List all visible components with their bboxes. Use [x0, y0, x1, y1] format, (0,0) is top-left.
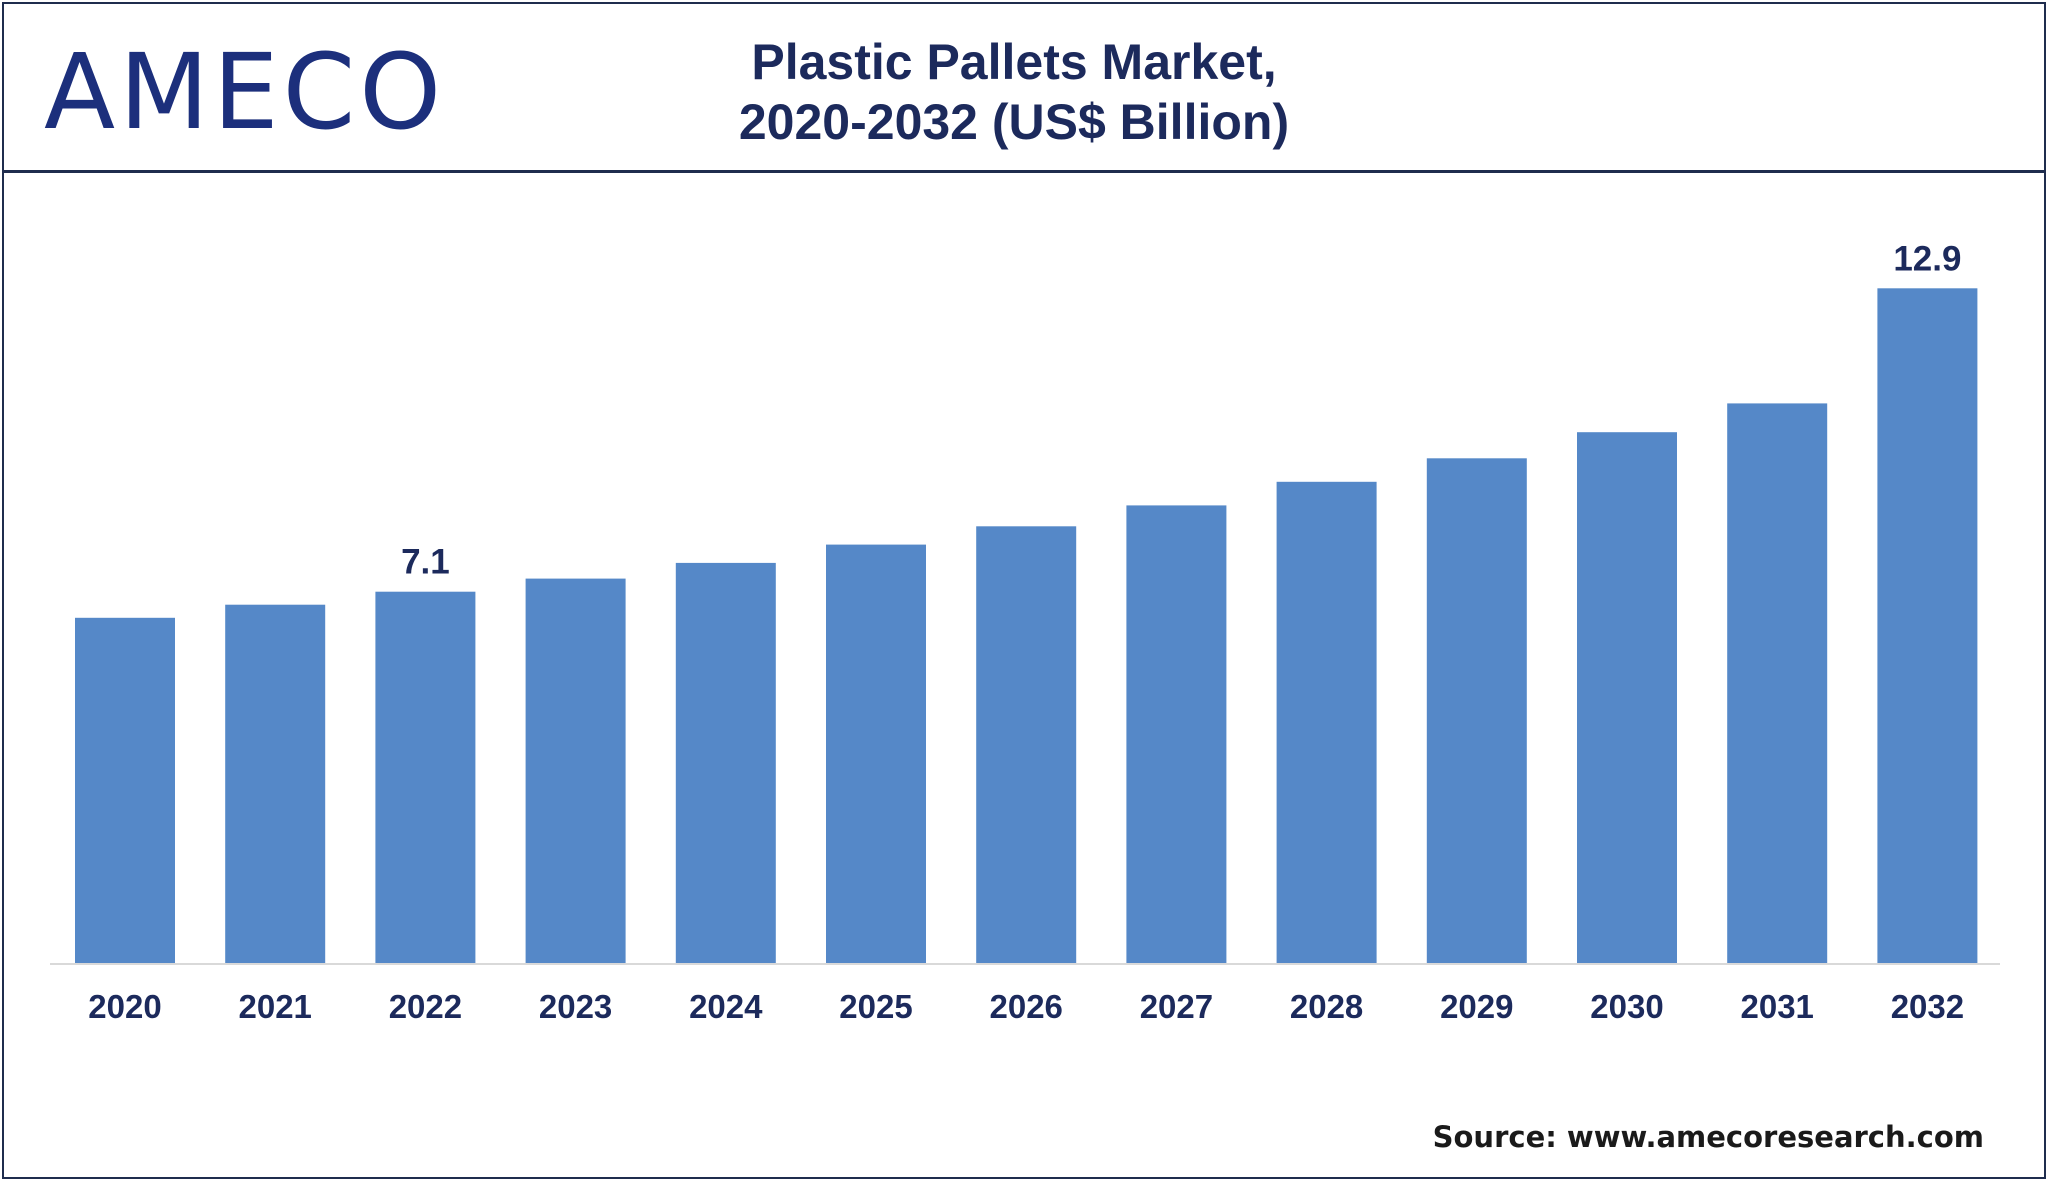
x-tick-label: 2029 — [1440, 988, 1513, 1025]
x-tick-label: 2024 — [689, 988, 763, 1025]
chart-title: Plastic Pallets Market, 2020-2032 (US$ B… — [604, 32, 1424, 152]
source-note: Source: www.amecoresearch.com — [1432, 1120, 1984, 1154]
x-tick-label: 2021 — [238, 988, 311, 1025]
bar-2031 — [1727, 403, 1828, 963]
x-tick-label: 2023 — [539, 988, 612, 1025]
x-tick-label: 2020 — [88, 988, 161, 1025]
bar-2022 — [375, 591, 476, 963]
bar-2028 — [1276, 481, 1377, 963]
bar-2026 — [976, 526, 1077, 963]
chart-title-line2: 2020-2032 (US$ Billion) — [738, 94, 1290, 150]
x-tick-label: 2026 — [989, 988, 1062, 1025]
bar-2024 — [675, 562, 776, 963]
data-labels: 7.1 12.9 — [401, 239, 1961, 581]
x-tick-labels: 2020 2021 2022 2023 2024 2025 2026 2027 2028 2029… — [88, 988, 1964, 1025]
chart-title-line1: Plastic Pallets Market, — [751, 34, 1277, 90]
x-tick-label: 2022 — [389, 988, 462, 1025]
bars — [75, 288, 1978, 963]
x-tick-label: 2030 — [1590, 988, 1663, 1025]
ameco-logo: AMECO — [44, 31, 446, 153]
data-label-2022: 7.1 — [401, 543, 450, 582]
x-tick-label: 2028 — [1290, 988, 1363, 1025]
bar-2030 — [1577, 432, 1677, 963]
bar-2029 — [1426, 458, 1527, 963]
x-tick-label: 2032 — [1891, 988, 1964, 1025]
bar-2032 — [1877, 288, 1978, 963]
bar-2020 — [75, 617, 175, 963]
header: AMECO Plastic Pallets Market, 2020-2032 … — [4, 4, 2044, 173]
x-tick-label: 2027 — [1140, 988, 1213, 1025]
data-label-2032: 12.9 — [1893, 239, 1961, 278]
bar-2021 — [225, 604, 326, 963]
bar-2023 — [525, 578, 626, 963]
x-tick-label: 2031 — [1740, 988, 1813, 1025]
bar-2025 — [826, 544, 926, 963]
bar-2027 — [1126, 505, 1227, 963]
x-tick-label: 2025 — [839, 988, 912, 1025]
